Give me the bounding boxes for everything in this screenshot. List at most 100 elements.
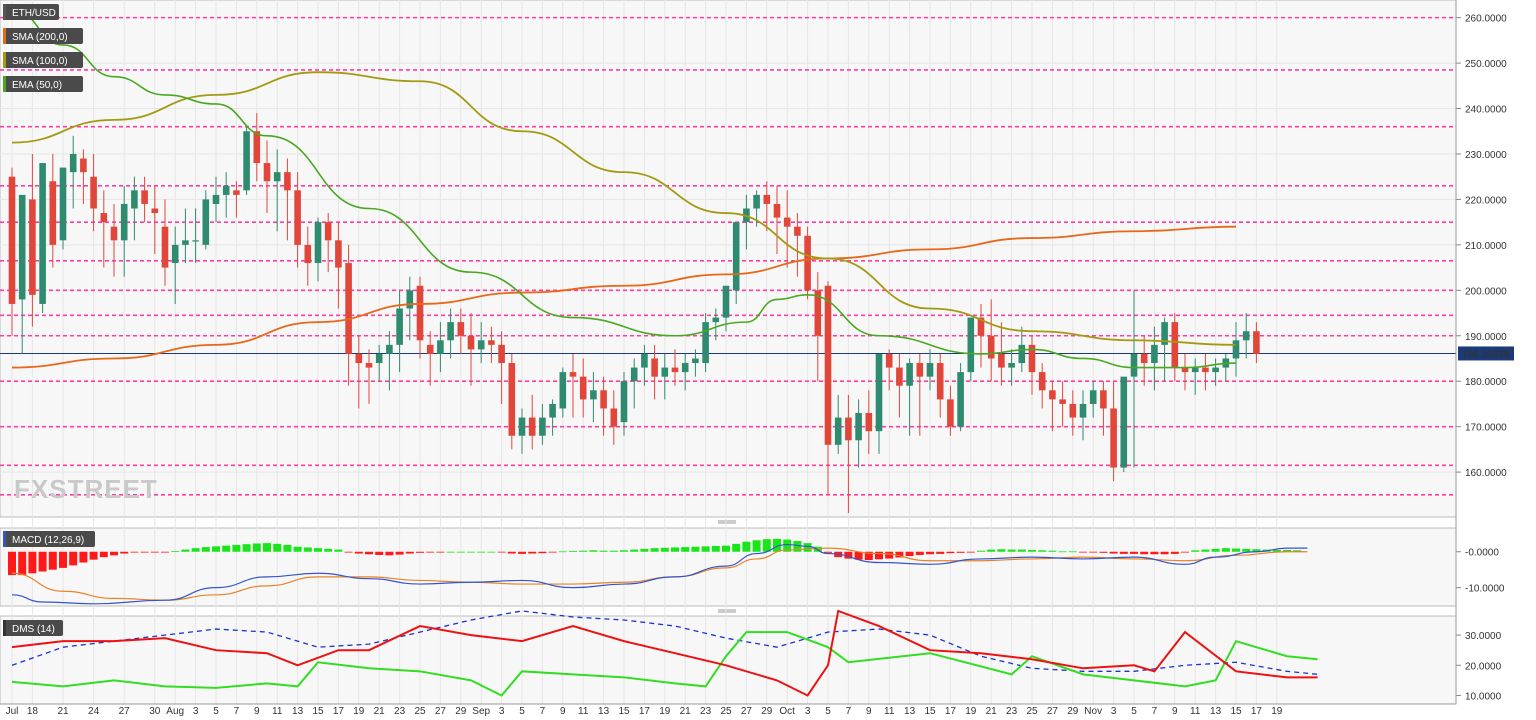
- macd-histogram-bar: [1272, 549, 1281, 552]
- candle-body: [702, 322, 709, 364]
- macd-histogram-bar: [548, 551, 557, 553]
- candle-body: [49, 181, 57, 245]
- last-price-badge: [1458, 346, 1514, 361]
- candle-body: [977, 317, 985, 336]
- x-tick-label: 13: [292, 706, 304, 717]
- macd-histogram-bar: [1211, 548, 1220, 552]
- candle-body: [488, 340, 495, 345]
- candle-body: [335, 240, 342, 268]
- candle-body: [406, 290, 414, 309]
- candle-body: [967, 317, 975, 373]
- x-tick-label: 11: [578, 706, 589, 717]
- price-legend-box: [3, 28, 83, 44]
- candle-body: [498, 344, 505, 364]
- candle-body: [1130, 353, 1138, 377]
- x-tick-label: 5: [213, 706, 219, 717]
- x-tick-label: 11: [1190, 706, 1201, 717]
- candle-body: [998, 353, 1005, 368]
- macd-histogram-bar: [1150, 551, 1159, 555]
- candle-body: [314, 222, 322, 264]
- macd-histogram-bar: [1181, 551, 1189, 553]
- x-tick-label: 27: [741, 706, 753, 717]
- candle-body: [69, 153, 77, 173]
- candle-body: [875, 353, 883, 432]
- macd-histogram-bar: [1109, 551, 1118, 554]
- x-tick-label: 15: [618, 706, 630, 717]
- candle-body: [1212, 367, 1219, 373]
- x-tick-label: 24: [88, 706, 100, 717]
- dms-minus-di-line: [11, 609, 1318, 697]
- x-tick-label: 19: [659, 706, 671, 717]
- x-tick-label: 11: [884, 706, 895, 717]
- price-y-tick-label: 210.0000: [1465, 241, 1507, 252]
- candle-body: [131, 190, 138, 209]
- candle-body: [1038, 372, 1046, 391]
- x-tick-label: 21: [680, 706, 692, 717]
- macd-histogram-bar: [1170, 551, 1179, 554]
- macd-y-tick-label: -10.0000: [1465, 584, 1505, 595]
- candle-body: [294, 190, 301, 245]
- dms-legend-box: [3, 620, 63, 636]
- macd-histogram-bar: [711, 546, 720, 552]
- macd-histogram-bar: [864, 551, 873, 560]
- macd-histogram-bar: [314, 548, 322, 552]
- candle-body: [896, 367, 903, 386]
- macd-histogram-bar: [538, 551, 547, 554]
- x-tick-label: Nov: [1084, 706, 1102, 717]
- x-tick-label: 29: [455, 706, 467, 717]
- macd-histogram-bar: [395, 551, 404, 555]
- candle-body: [1028, 344, 1036, 373]
- candle-body: [324, 222, 332, 241]
- candle-body: [1140, 353, 1148, 364]
- candle-body: [39, 163, 46, 304]
- candle-body: [273, 172, 281, 182]
- macd-histogram-bar: [59, 551, 67, 568]
- candle-body: [947, 399, 954, 427]
- candle-body: [8, 176, 16, 304]
- macd-histogram-bar: [487, 551, 496, 553]
- candle-body: [936, 363, 944, 400]
- candle-body: [29, 199, 36, 295]
- candle-body: [233, 190, 240, 195]
- macd-histogram-bar: [558, 551, 567, 553]
- macd-histogram-bar: [956, 551, 965, 553]
- candle-body: [182, 240, 189, 245]
- price-legend-swatch: [3, 28, 6, 44]
- candle-body: [437, 340, 444, 354]
- macd-histogram-bar: [477, 551, 486, 553]
- candle-body: [110, 226, 118, 241]
- x-tick-label: 21: [57, 706, 69, 717]
- x-tick-label: 19: [965, 706, 977, 717]
- macd-histogram-bar: [946, 551, 955, 554]
- macd-histogram-bar: [681, 547, 690, 552]
- macd-histogram-bar: [915, 551, 924, 555]
- x-tick-label: Sep: [472, 706, 490, 717]
- macd-histogram-bar: [1058, 551, 1067, 553]
- macd-histogram-bar: [242, 544, 251, 552]
- candle-body: [1008, 363, 1015, 368]
- candle-body: [885, 353, 893, 368]
- candle-body: [508, 363, 516, 436]
- candle-body: [610, 408, 618, 427]
- candle-body: [90, 176, 97, 209]
- candle-body: [365, 363, 373, 368]
- macd-histogram-bar: [344, 551, 353, 553]
- macd-histogram-bar: [569, 551, 577, 552]
- macd-histogram-bar: [793, 540, 802, 552]
- x-tick-label: 7: [846, 706, 852, 717]
- candle-body: [1181, 367, 1189, 373]
- macd-histogram-bar: [99, 551, 108, 558]
- panel-separator-grip-0: [718, 520, 736, 524]
- macd-histogram-bar: [252, 543, 261, 552]
- candle-body: [192, 240, 199, 242]
- macd-histogram-bar: [987, 549, 996, 552]
- macd-histogram-bar: [405, 551, 414, 554]
- macd-y-tick-label: -0.0000: [1465, 548, 1499, 559]
- candle-body: [926, 363, 934, 377]
- macd-histogram-bar: [824, 551, 832, 553]
- macd-histogram-bar: [660, 547, 669, 552]
- macd-histogram-bar: [120, 551, 129, 554]
- macd-histogram-bar: [1140, 551, 1149, 555]
- candle-body: [753, 194, 760, 209]
- macd-histogram-bar: [354, 551, 363, 554]
